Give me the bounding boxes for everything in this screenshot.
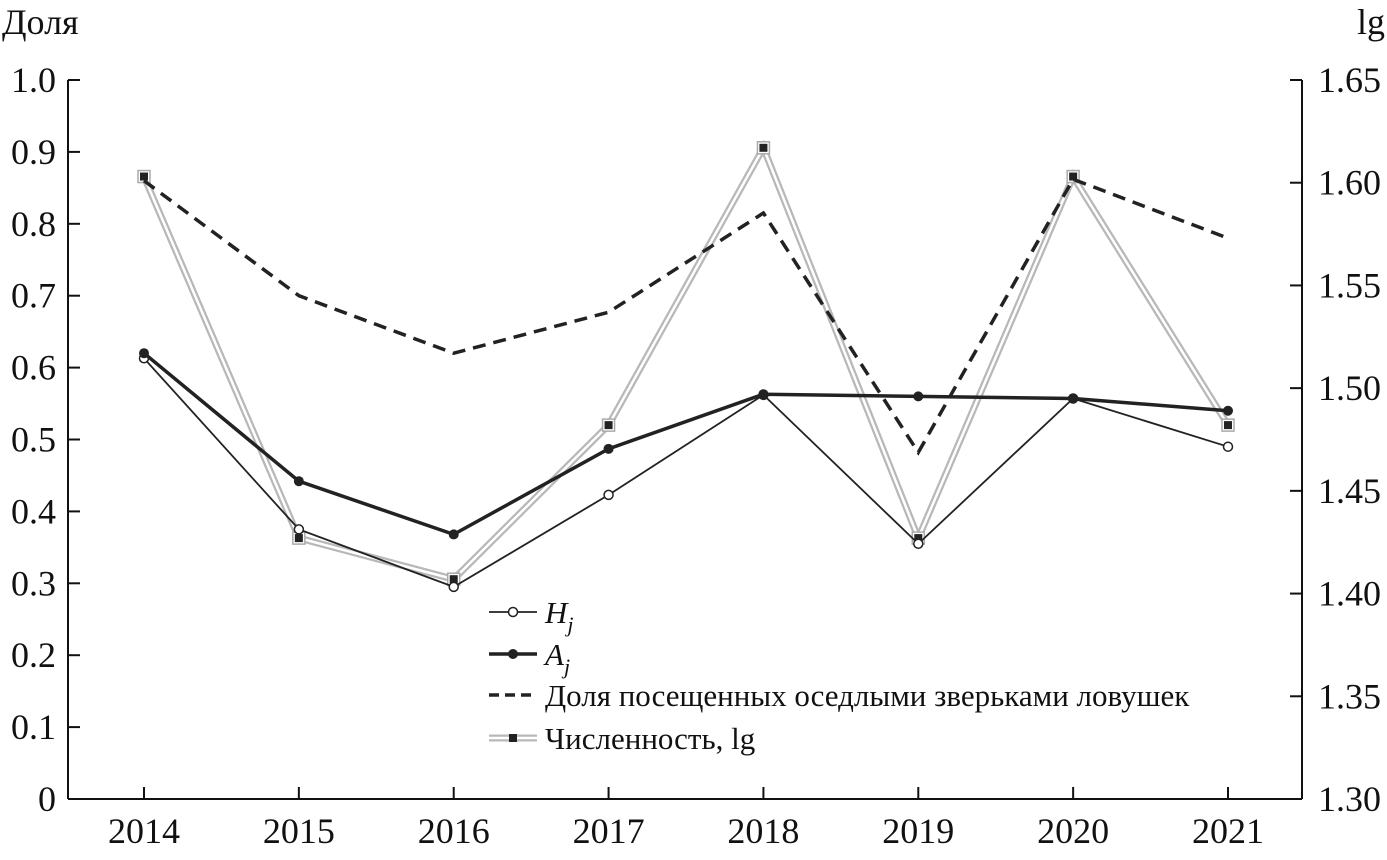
right-tick-label: 1.35 <box>1318 676 1381 716</box>
left-tick-label: 0.7 <box>11 276 56 316</box>
abundance-marker <box>294 534 303 543</box>
legend-label: Численность, lg <box>545 721 755 756</box>
abundance-line-outer <box>140 139 1231 584</box>
legend-item-aj: Aj <box>489 637 570 679</box>
abundance-marker <box>914 534 923 543</box>
legend-swatch-marker <box>509 734 517 742</box>
left-tick-label: 0.8 <box>11 204 56 244</box>
right-axis-title: lg <box>1357 2 1385 42</box>
legend-label: Доля посещенных оседлыми зверьками ловуш… <box>545 678 1190 713</box>
legend-item-share: Доля посещенных оседлыми зверьками ловуш… <box>489 678 1190 713</box>
aj-marker <box>1068 393 1079 404</box>
abundance-marker <box>449 575 458 584</box>
left-tick-label: 0.1 <box>11 707 56 747</box>
x-tick-label: 2016 <box>418 811 490 851</box>
left-tick-label: 0.9 <box>11 132 56 172</box>
x-tick-label: 2017 <box>573 811 645 851</box>
hj-marker <box>1222 441 1234 452</box>
x-tick-label: 2015 <box>263 811 335 851</box>
aj-marker <box>1223 405 1233 416</box>
left-tick-label: 0 <box>38 779 56 819</box>
aj-marker <box>139 348 149 359</box>
right-tick-label: 1.65 <box>1318 60 1381 100</box>
legend-label-main: A <box>543 637 565 672</box>
legend-label-main: H <box>544 595 569 630</box>
legend-label: Aj <box>543 637 570 679</box>
abundance-marker <box>1069 172 1078 181</box>
aj-marker <box>293 476 304 487</box>
series-layer <box>137 139 1235 593</box>
aj-line <box>142 351 1229 537</box>
abundance-line-inner <box>142 144 1230 581</box>
legend-swatch-marker <box>507 606 519 618</box>
hj-marker <box>913 538 924 550</box>
left-tick-label: 0.4 <box>11 491 56 531</box>
aj-marker <box>603 443 614 454</box>
left-tick-label: 0.3 <box>11 563 56 603</box>
legend-label-subscript: j <box>564 612 573 637</box>
abundance-marker <box>1224 421 1232 430</box>
abundance-marker <box>759 143 768 152</box>
series-hj <box>138 353 1234 593</box>
series-abundance <box>137 139 1235 586</box>
x-tick-label: 2021 <box>1192 811 1264 851</box>
hj-line <box>143 357 1229 588</box>
right-tick-label: 1.30 <box>1318 779 1381 819</box>
right-tick-label: 1.50 <box>1318 368 1381 408</box>
aj-marker <box>758 389 769 400</box>
left-axis-title: Доля <box>2 2 79 42</box>
x-tick-label: 2020 <box>1037 811 1109 851</box>
series-aj <box>139 348 1233 540</box>
right-tick-label: 1.45 <box>1318 471 1381 511</box>
legend-item-abundance: Численность, lg <box>489 721 755 756</box>
x-tick-label: 2019 <box>882 811 954 851</box>
hj-marker <box>293 524 305 535</box>
abundance-marker <box>140 172 148 181</box>
hj-marker <box>448 581 459 593</box>
right-tick-label: 1.55 <box>1318 265 1381 305</box>
aj-marker <box>913 391 924 402</box>
legend-item-hj: Hj <box>489 595 574 637</box>
legend-label: Hj <box>544 595 574 637</box>
right-tick-label: 1.40 <box>1318 574 1381 614</box>
axes: 0 0.1 0.2 0.3 0.4 0.5 0.6 0.7 0.8 0.9 1.0 1.30 1.35 1… <box>11 60 1381 851</box>
legend-label-subscript: j <box>561 654 570 679</box>
abundance-marker <box>604 421 613 430</box>
right-tick-label: 1.60 <box>1318 163 1381 203</box>
aj-marker <box>448 529 459 540</box>
x-tick-label: 2014 <box>108 811 180 851</box>
x-tick-label: 2018 <box>727 811 799 851</box>
hj-marker <box>603 489 614 501</box>
left-tick-label: 1.0 <box>11 60 56 100</box>
legend-swatch-marker <box>508 649 518 659</box>
left-tick-label: 0.5 <box>11 420 56 460</box>
left-tick-label: 0.2 <box>11 635 56 675</box>
left-tick-label: 0.6 <box>11 348 56 388</box>
series-share-line <box>142 177 1229 456</box>
